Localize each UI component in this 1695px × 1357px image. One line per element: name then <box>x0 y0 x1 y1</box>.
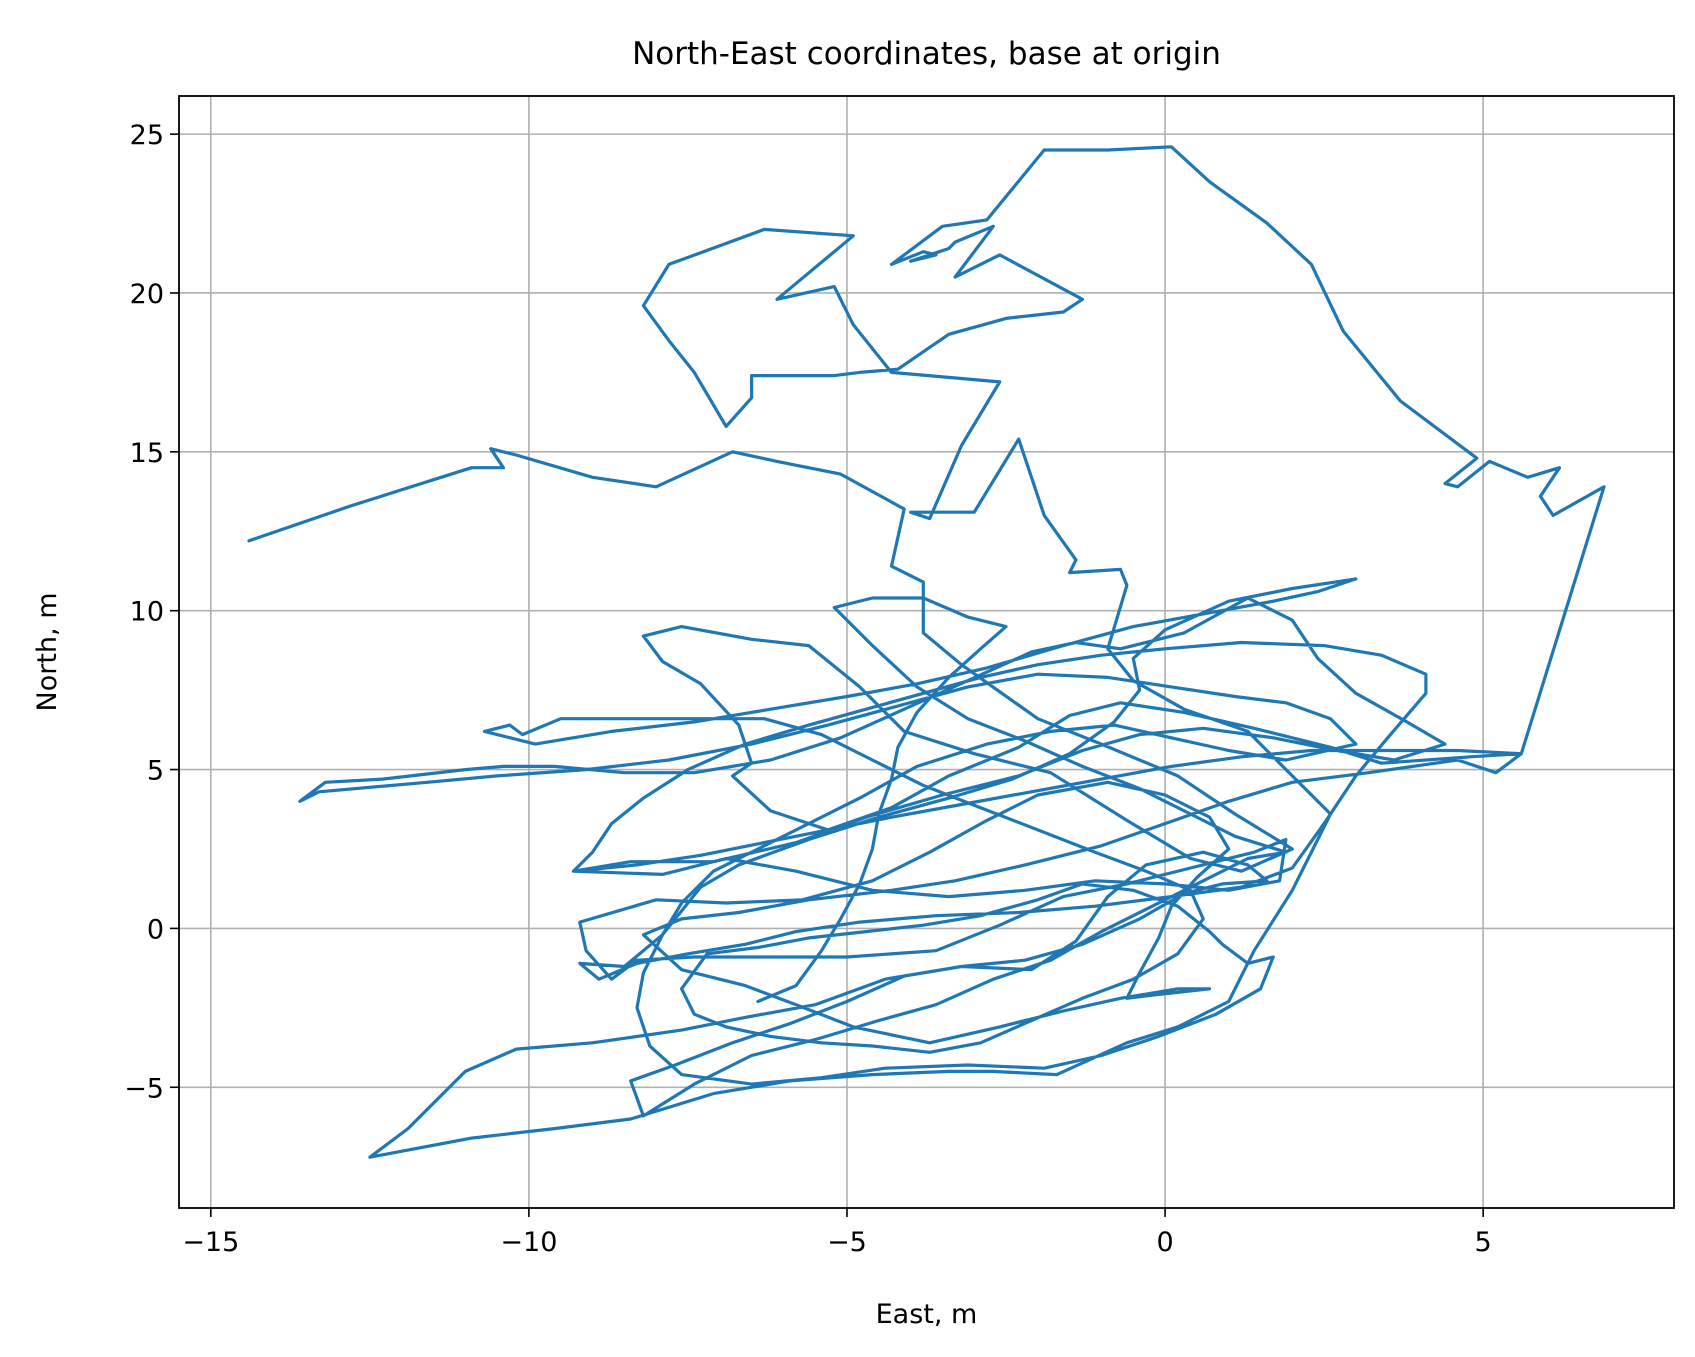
y-axis-ticks: −5 0 5 10 15 20 25 <box>124 120 179 1104</box>
y-tick-label: 5 <box>147 756 164 787</box>
x-axis-ticks: −15 −10 −5 0 5 <box>182 1208 1492 1258</box>
plot-area <box>247 145 1606 1159</box>
y-tick-label: 20 <box>130 279 164 310</box>
y-tick-label: −5 <box>124 1073 164 1104</box>
x-tick-label: −5 <box>827 1227 867 1258</box>
axes-frame <box>178 95 1675 1209</box>
y-tick-label: 25 <box>130 120 164 151</box>
y-tick-label: 0 <box>147 914 164 945</box>
x-tick-label: 5 <box>1475 1227 1492 1258</box>
y-tick-label: 15 <box>130 438 164 469</box>
y-tick-label: 10 <box>130 597 164 628</box>
chart-title: North-East coordinates, base at origin <box>632 36 1221 72</box>
x-tick-label: −15 <box>182 1227 239 1258</box>
grid-lines <box>179 96 1674 1208</box>
x-tick-label: −10 <box>500 1227 557 1258</box>
y-axis-label: North, m <box>32 593 63 712</box>
series-line <box>247 145 1606 1159</box>
x-tick-label: 0 <box>1156 1227 1173 1258</box>
x-axis-label: East, m <box>876 1299 978 1330</box>
